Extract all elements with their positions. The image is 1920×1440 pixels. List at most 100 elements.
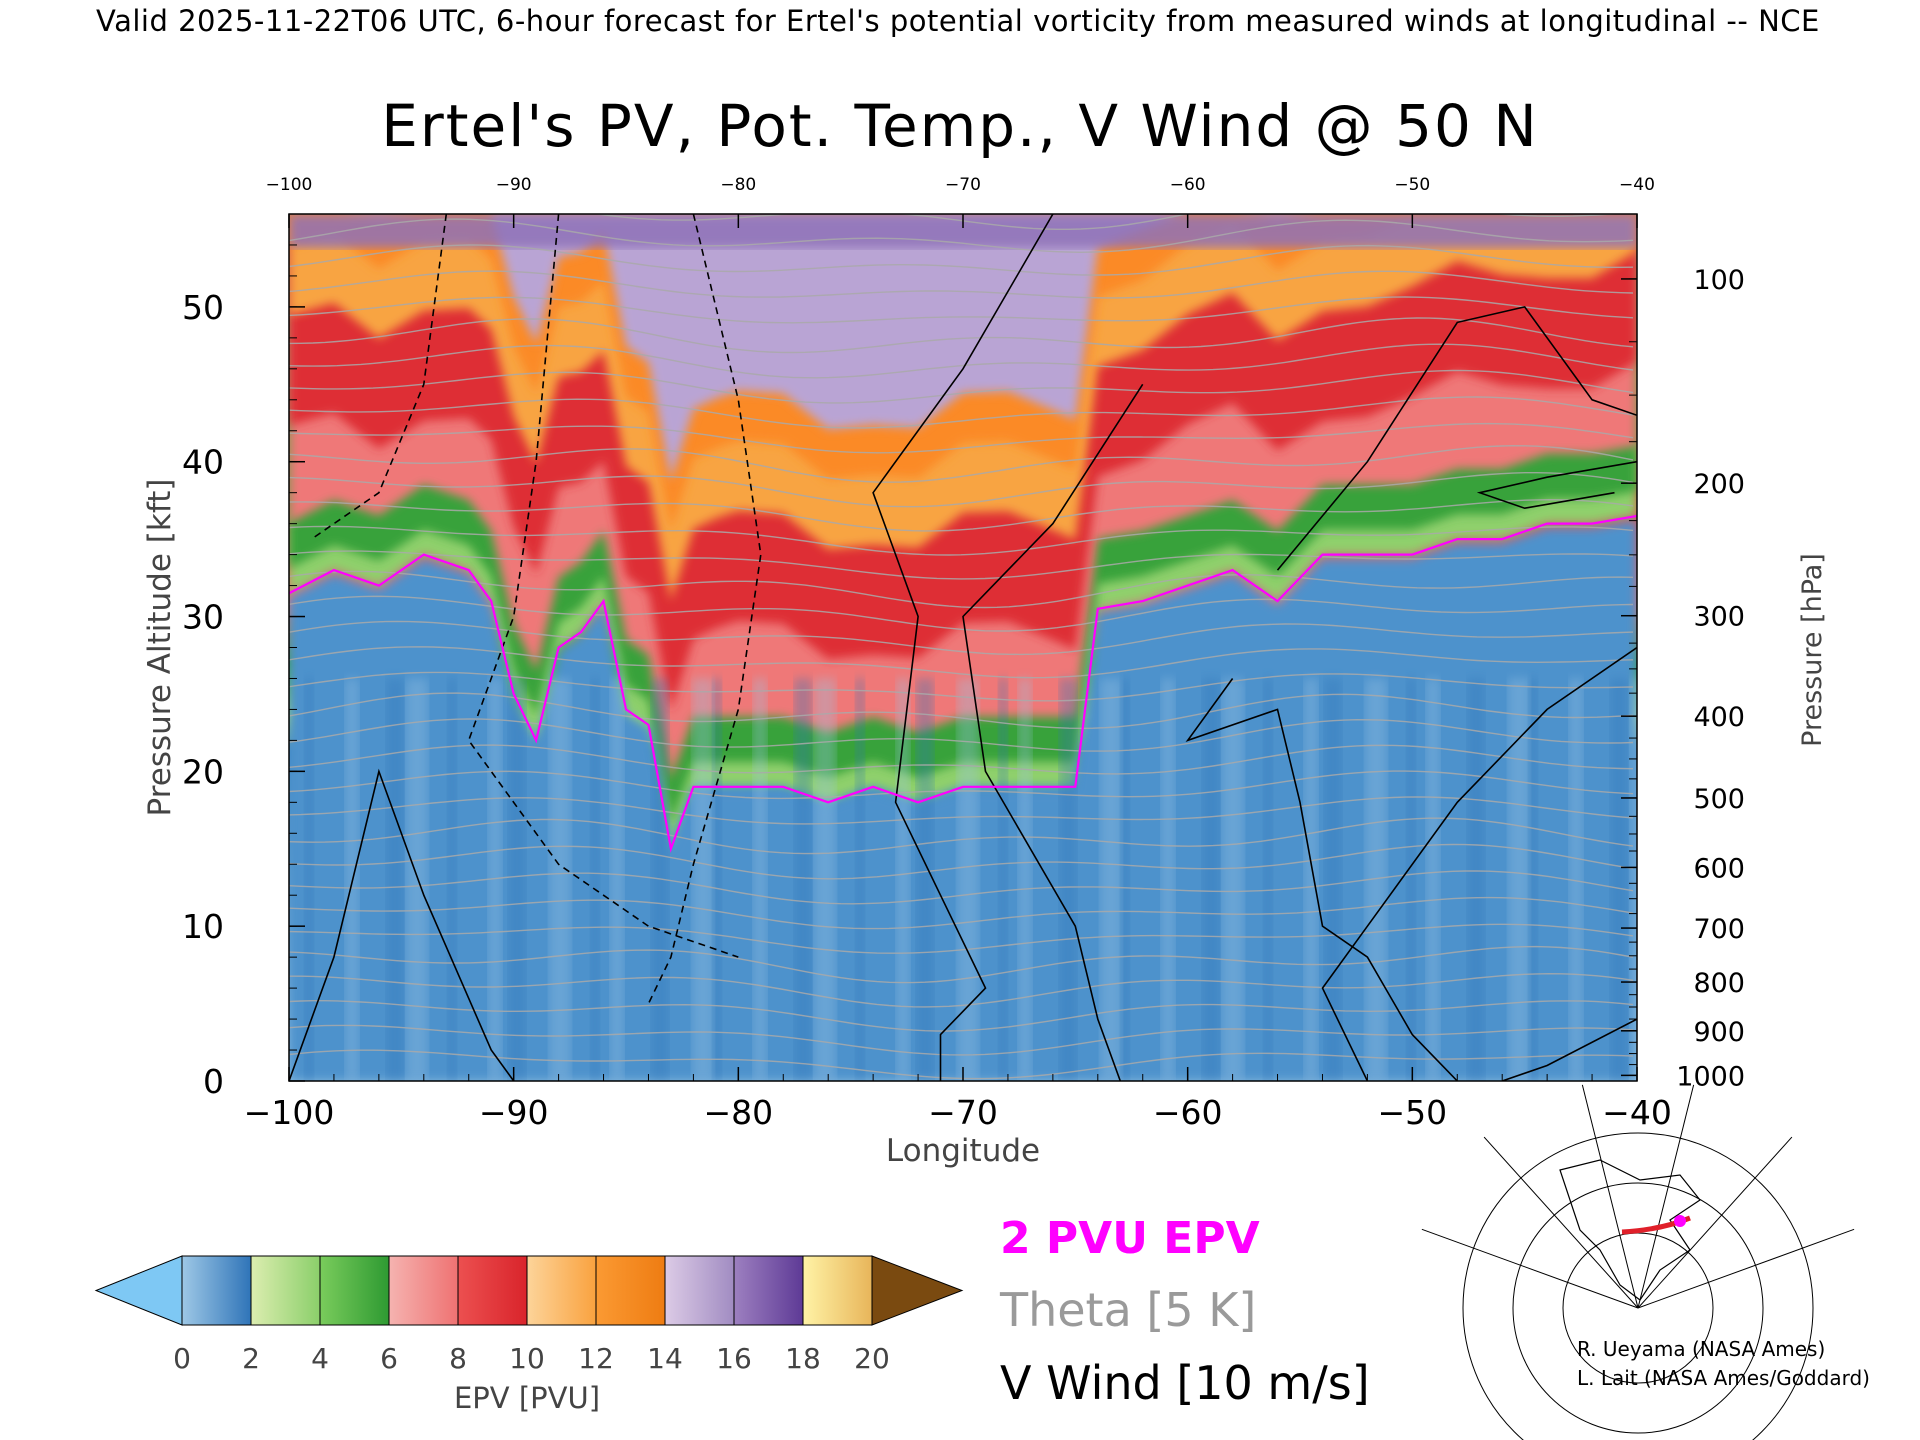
epv-streak <box>590 678 600 1081</box>
epv-streak <box>508 678 526 1081</box>
epv-streak <box>651 678 669 1081</box>
colorbar-tick-label: 20 <box>854 1342 890 1375</box>
inset-coastline <box>1559 1159 1701 1301</box>
credit-line-2: L. Lait (NASA Ames/Goddard) <box>1577 1366 1870 1390</box>
epv-2pvu-contour <box>289 514 1637 854</box>
epv-streak <box>1059 678 1077 1081</box>
theta-contour <box>289 1049 1634 1080</box>
pressure-axis-label: Pressure [hPa] <box>1797 553 1828 747</box>
colorbar-tick-label: 0 <box>173 1342 191 1375</box>
legend-theta: Theta [5 K] <box>1000 1283 1257 1337</box>
pressure-tick-label: 800 <box>1693 968 1745 999</box>
pressure-tick-label: 600 <box>1693 853 1745 884</box>
colorbar-tick-label: 2 <box>242 1342 260 1375</box>
colorbar-label: EPV [PVU] <box>454 1381 600 1415</box>
epv-streak <box>896 678 910 1081</box>
colorbar-tick-label: 16 <box>716 1342 752 1375</box>
colorbar-bin <box>595 1255 666 1326</box>
epv-streak <box>1569 678 1583 1081</box>
colorbar-bin <box>319 1255 390 1326</box>
epv-streak <box>488 678 502 1081</box>
x-top-tick-label: −50 <box>1394 175 1430 195</box>
inset-meridian <box>1637 1136 1793 1309</box>
v-wind-contour <box>1185 678 1458 1081</box>
epv-streak <box>447 678 457 1081</box>
x-tick-label: −90 <box>479 1093 549 1132</box>
inset-meridian <box>1483 1136 1639 1309</box>
epv-2pvu-line <box>289 514 1637 854</box>
v-wind-contours <box>289 214 1637 1081</box>
x-tick-label: −40 <box>1602 1093 1672 1132</box>
theta-contours <box>289 214 1634 1080</box>
epv-streak <box>1610 678 1628 1081</box>
epv-streak <box>692 678 714 1081</box>
theta-contour <box>289 296 1634 324</box>
epv-streak <box>1222 678 1244 1081</box>
theta-contour <box>289 1024 1634 1056</box>
epv-streak <box>957 678 979 1081</box>
epv-streak <box>610 678 624 1081</box>
inset-section-marker <box>1674 1215 1686 1227</box>
legend-v-wind: V Wind [10 m/s] <box>1000 1356 1370 1410</box>
theta-contour <box>289 870 1634 905</box>
credit-line-1: R. Ueyama (NASA Ames) <box>1577 1337 1826 1361</box>
theta-contour <box>289 317 1634 354</box>
colorbar-tick-label: 8 <box>449 1342 467 1375</box>
x-top-tick-label: −80 <box>720 175 756 195</box>
x-tick-label: −80 <box>704 1093 774 1132</box>
colorbar-tick-label: 10 <box>509 1342 545 1375</box>
theta-contour <box>289 444 1634 483</box>
legend-2pvu-epv: 2 PVU EPV <box>1000 1213 1260 1264</box>
theta-contour <box>289 646 1634 679</box>
colorbar-bin <box>802 1255 873 1326</box>
epv-streak <box>1161 678 1175 1081</box>
epv-streak <box>1508 678 1530 1081</box>
plot-axes: −100 −100 −90 −90 −80 −80 −70 −70 −60 −60 −50 −50 −4… <box>142 175 1828 1169</box>
theta-contour <box>289 369 1634 404</box>
chart-title: Ertel's PV, Pot. Temp., V Wind @ 50 N <box>381 92 1539 160</box>
colorbar-bin <box>181 1255 252 1326</box>
v-wind-contour <box>311 214 448 540</box>
inset-meridian <box>1637 1228 1855 1309</box>
valid-time-caption: Valid 2025-11-22T06 UTC, 6-hour forecast… <box>96 4 1820 38</box>
x-tick-label: −60 <box>1153 1093 1223 1132</box>
x-top-tick-label: −70 <box>945 175 981 195</box>
theta-contour <box>289 843 1634 880</box>
theta-contour <box>289 770 1634 800</box>
colorbar-tick-label: 4 <box>311 1342 329 1375</box>
pressure-tick-label: 500 <box>1693 784 1745 815</box>
epv-streak <box>1528 678 1538 1081</box>
y-tick-label: 20 <box>182 752 224 791</box>
epv-streak <box>406 678 428 1081</box>
v-wind-contour <box>1276 306 1637 571</box>
epv-streak <box>916 678 934 1081</box>
theta-contour <box>289 244 1634 276</box>
v-wind-contour <box>1501 1018 1637 1081</box>
epv-streak <box>386 678 404 1081</box>
theta-contour <box>289 972 1634 1008</box>
v-wind-contour <box>647 214 762 1004</box>
epv-streak <box>1426 678 1440 1081</box>
epv-streak <box>712 678 722 1081</box>
epv-streak <box>1120 678 1130 1081</box>
theta-contour <box>289 472 1634 508</box>
theta-contour <box>289 270 1634 299</box>
colorbar-over-arrow <box>871 1255 964 1326</box>
theta-contour <box>289 923 1634 954</box>
epv-streak <box>1100 678 1122 1081</box>
v-wind-contour <box>1476 460 1637 510</box>
pressure-tick-label: 400 <box>1693 702 1745 733</box>
theta-contour <box>289 945 1634 984</box>
pressure-tick-label: 200 <box>1693 469 1745 500</box>
colorbar-bin <box>733 1255 804 1326</box>
colorbar-bin <box>664 1255 735 1326</box>
y-axis-label: Pressure Altitude [kft] <box>142 479 178 817</box>
theta-contour <box>289 692 1634 730</box>
epv-colorbar: 0 2 4 6 8 10 12 14 16 18 20 EPV [PVU] <box>94 1255 964 1415</box>
x-top-tick-label: −40 <box>1619 175 1655 195</box>
epv-streak <box>855 678 865 1081</box>
colorbar-tick-label: 12 <box>578 1342 614 1375</box>
theta-contour <box>289 214 1623 230</box>
